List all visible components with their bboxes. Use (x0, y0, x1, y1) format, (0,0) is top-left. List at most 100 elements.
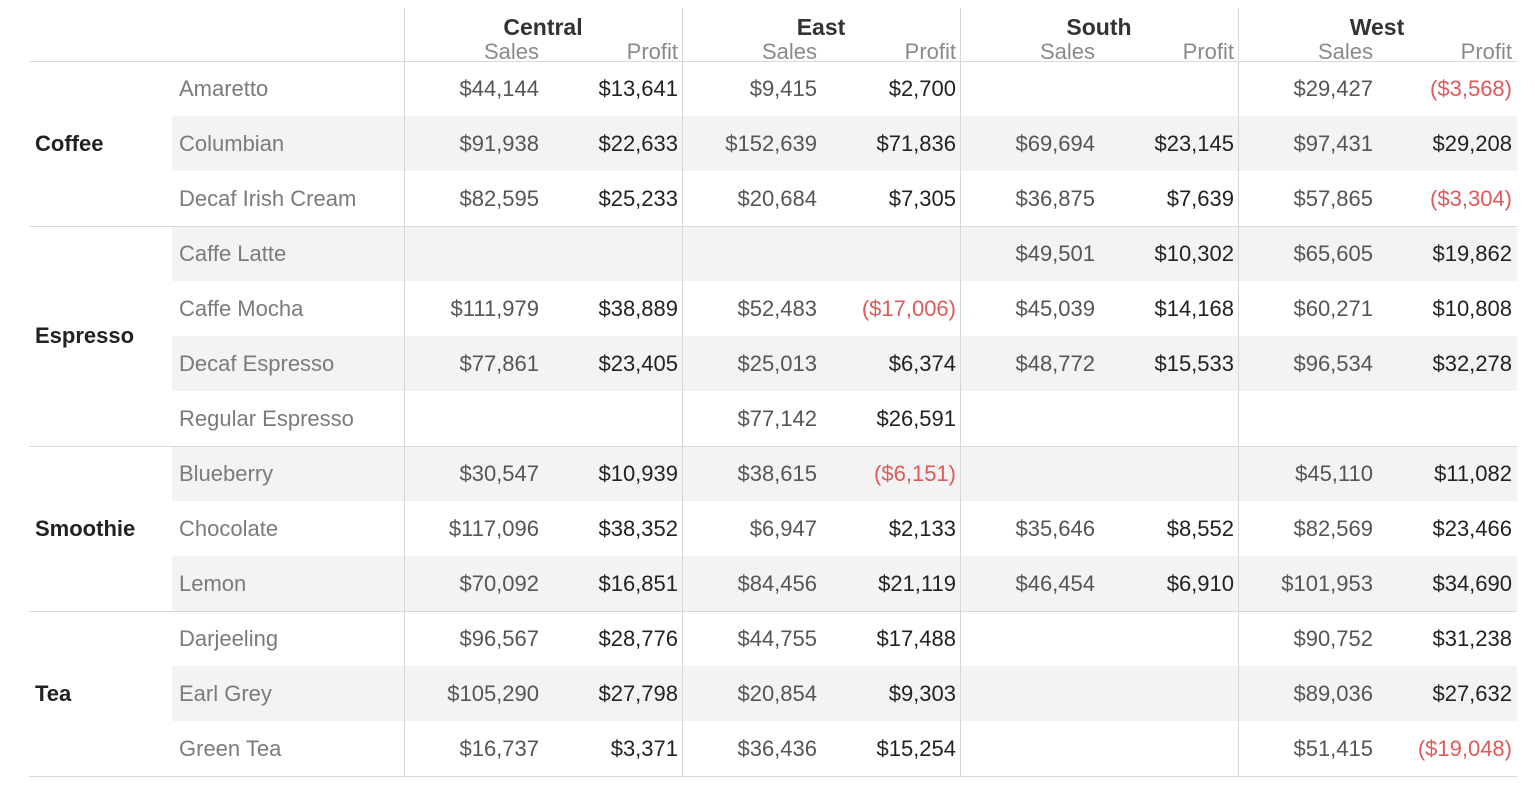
sales-value-cell: $96,567 (459, 625, 539, 651)
category-header: Coffee (35, 130, 104, 156)
sales-value-cell: $105,290 (447, 680, 539, 706)
profit-column-header: Profit (1460, 39, 1512, 64)
product-header: Decaf Irish Cream (179, 185, 357, 211)
sales-value-cell: $29,427 (1293, 75, 1373, 101)
profit-column-header: Profit (626, 39, 678, 64)
sales-value-cell: $25,013 (737, 350, 817, 376)
profit-value-cell: $8,552 (1166, 515, 1234, 541)
row-band (172, 446, 1517, 501)
sales-value-cell: $91,938 (459, 130, 539, 156)
category-header: Espresso (35, 323, 135, 348)
sales-value-cell: $111,979 (450, 295, 540, 321)
profit-value-cell: $11,082 (1434, 460, 1512, 486)
profit-value-cell: $23,466 (1432, 515, 1512, 541)
product-header: Lemon (179, 570, 247, 596)
profit-value-cell: $10,939 (598, 460, 678, 486)
profit-value-cell: $28,776 (598, 625, 678, 651)
profit-value-cell: $17,488 (876, 625, 956, 651)
profit-value-cell: $7,639 (1166, 185, 1234, 211)
sales-column-header: Sales (1039, 39, 1095, 64)
profit-value-cell: $9,303 (888, 680, 956, 706)
profit-value-cell: $26,591 (876, 405, 956, 431)
profit-value-cell: $32,278 (1432, 350, 1512, 376)
sales-value-cell: $35,646 (1015, 515, 1095, 541)
sales-value-cell: $9,415 (749, 75, 817, 101)
product-header: Blueberry (179, 460, 274, 486)
category-divider (29, 226, 1517, 227)
row-band (172, 336, 1517, 391)
profit-value-cell: $10,808 (1432, 295, 1512, 321)
sales-value-cell: $20,684 (737, 185, 817, 211)
sales-value-cell: $84,456 (737, 570, 817, 596)
sales-value-cell: $82,569 (1293, 515, 1373, 541)
sales-value-cell: $45,110 (1295, 460, 1373, 486)
sales-value-cell: $16,737 (459, 735, 539, 761)
sales-value-cell: $77,861 (459, 350, 539, 376)
row-band (172, 556, 1517, 611)
profit-value-cell: $38,889 (598, 295, 678, 321)
profit-value-cell: $3,371 (610, 735, 678, 761)
sales-value-cell: $69,694 (1015, 130, 1095, 156)
sales-value-cell: $152,639 (725, 130, 817, 156)
profit-column-header: Profit (1182, 39, 1234, 64)
profit-value-cell: $29,208 (1432, 130, 1512, 156)
region-divider (960, 8, 961, 776)
sales-value-cell: $51,415 (1293, 735, 1373, 761)
product-header: Caffe Mocha (179, 295, 304, 321)
sales-value-cell: $101,953 (1281, 570, 1373, 596)
profit-value-cell: ($6,151) (874, 460, 956, 486)
row-band (172, 226, 1517, 281)
profit-value-cell: $27,632 (1432, 680, 1512, 706)
profit-value-cell: ($17,006) (861, 295, 956, 321)
category-header: Tea (35, 680, 72, 706)
sales-value-cell: $57,865 (1293, 185, 1373, 211)
sales-column-header: Sales (761, 39, 817, 64)
sales-value-cell: $20,854 (737, 680, 817, 706)
product-header: Amaretto (179, 75, 269, 101)
sales-value-cell: $49,501 (1015, 240, 1095, 266)
profit-value-cell: $23,405 (598, 350, 678, 376)
product-header: Regular Espresso (179, 405, 354, 431)
profit-value-cell: $6,910 (1166, 570, 1234, 596)
profit-value-cell: $15,254 (876, 735, 956, 761)
sales-value-cell: $45,039 (1015, 295, 1095, 321)
sales-value-cell: $46,454 (1015, 570, 1095, 596)
sales-column-header: Sales (1317, 39, 1373, 64)
sales-value-cell: $60,271 (1293, 295, 1373, 321)
product-header: Earl Grey (179, 680, 272, 706)
row-band (172, 666, 1517, 721)
sales-value-cell: $65,605 (1293, 240, 1373, 266)
sales-value-cell: $44,144 (459, 75, 539, 101)
region-header: West (1349, 14, 1405, 40)
region-header: East (796, 14, 846, 40)
sales-value-cell: $96,534 (1293, 350, 1373, 376)
profit-value-cell: $15,533 (1154, 350, 1234, 376)
product-header: Darjeeling (179, 625, 279, 651)
sales-value-cell: $48,772 (1015, 350, 1095, 376)
profit-value-cell: $27,798 (598, 680, 678, 706)
profit-value-cell: $23,145 (1154, 130, 1234, 156)
profit-value-cell: $2,133 (888, 515, 956, 541)
product-header: Chocolate (179, 515, 279, 541)
category-divider (29, 611, 1517, 612)
sales-value-cell: $70,092 (459, 570, 539, 596)
profit-value-cell: $21,119 (878, 570, 956, 596)
profit-value-cell: $19,862 (1432, 240, 1512, 266)
region-divider (682, 8, 683, 776)
region-divider (1238, 8, 1239, 776)
sales-value-cell: $38,615 (737, 460, 817, 486)
sales-value-cell: $117,096 (448, 515, 539, 541)
sales-column-header: Sales (483, 39, 539, 64)
profit-value-cell: $16,851 (598, 570, 678, 596)
category-header: Smoothie (35, 515, 136, 541)
profit-value-cell: $7,305 (888, 185, 956, 211)
sales-value-cell: $90,752 (1293, 625, 1373, 651)
sales-value-cell: $97,431 (1293, 130, 1373, 156)
sales-value-cell: $6,947 (749, 515, 817, 541)
sales-value-cell: $36,436 (737, 735, 817, 761)
row-band (172, 116, 1517, 171)
profit-value-cell: ($3,304) (1430, 185, 1512, 211)
region-header: Central (503, 14, 583, 40)
region-header: South (1066, 14, 1132, 40)
